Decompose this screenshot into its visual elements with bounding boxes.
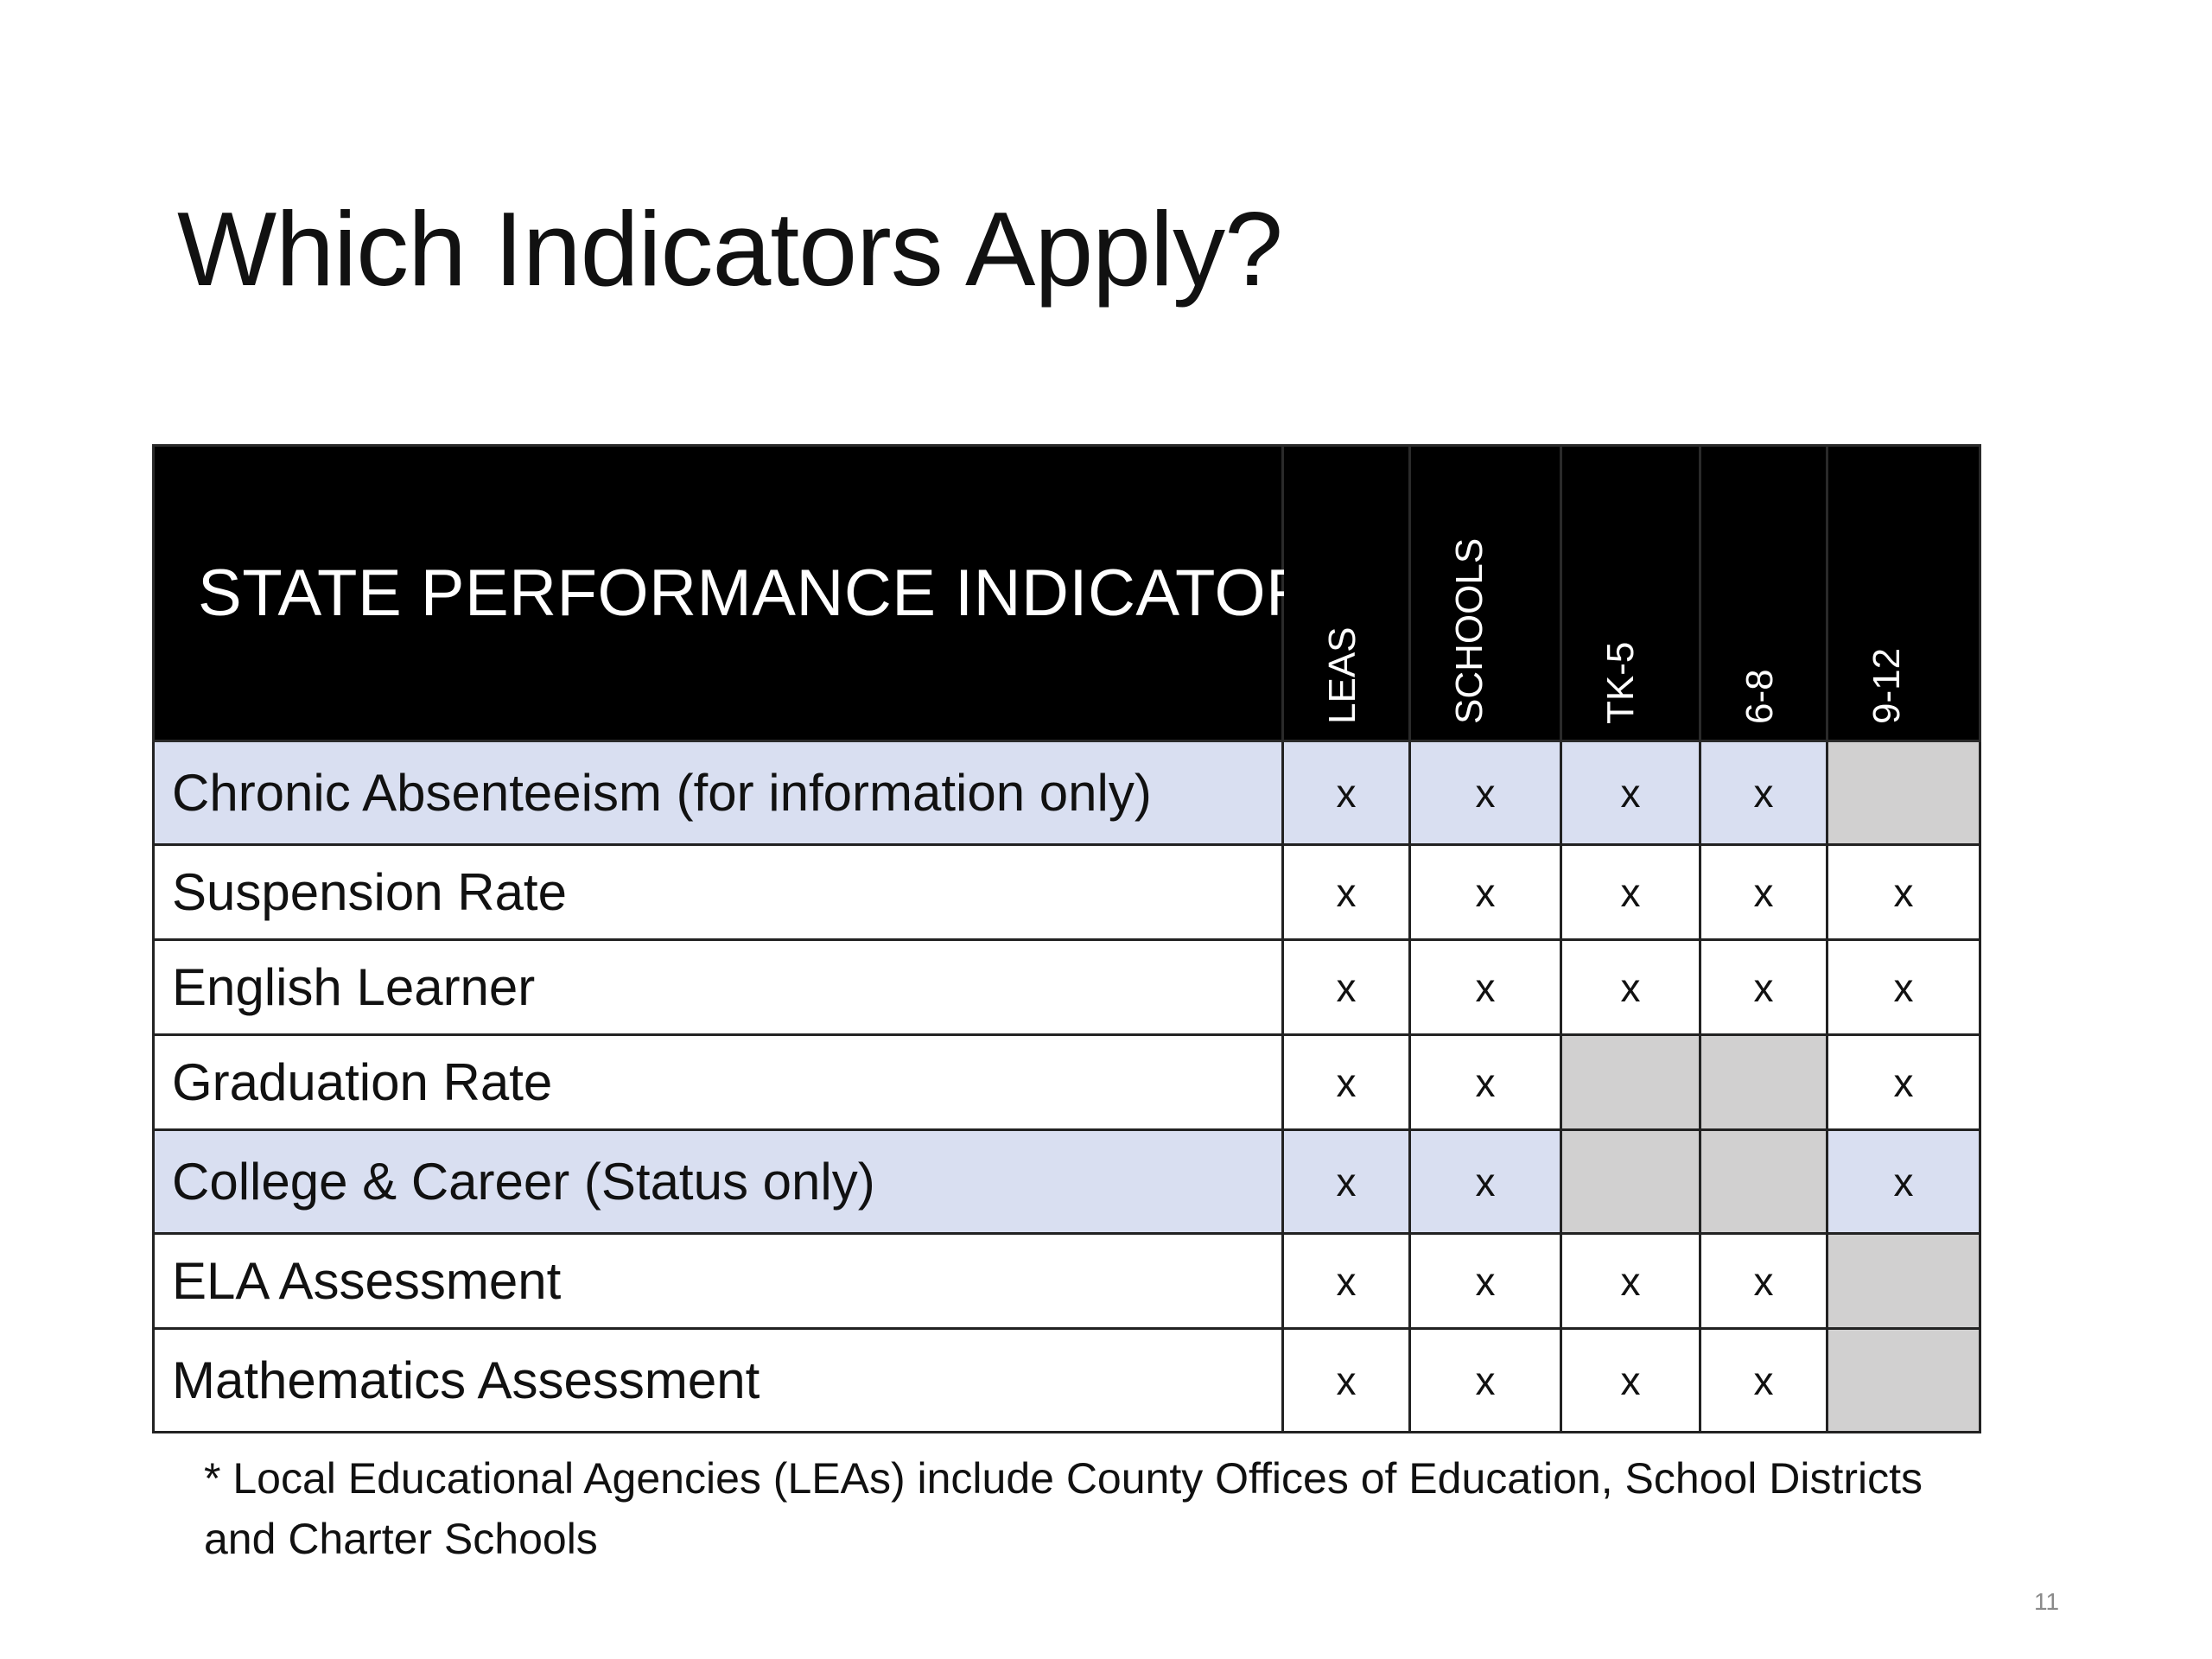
- indicator-name: Graduation Rate: [152, 1033, 1284, 1131]
- slide-title: Which Indicators Apply?: [177, 190, 1283, 308]
- applies-mark: x: [1826, 843, 1981, 941]
- applies-mark: x: [1408, 938, 1562, 1036]
- applies-mark: x: [1699, 1232, 1828, 1330]
- applies-mark: x: [1408, 1232, 1562, 1330]
- applies-mark: x: [1826, 1128, 1981, 1235]
- table-body: Chronic Absenteeism (for information onl…: [152, 740, 1981, 1433]
- applies-mark: x: [1560, 1232, 1701, 1330]
- indicators-table: STATE PERFORMANCE INDICATORS LEAS SCHOOL…: [152, 444, 1981, 1433]
- applies-mark: x: [1281, 740, 1411, 846]
- applies-mark: x: [1408, 1128, 1562, 1235]
- column-header-label: LEAS: [1321, 626, 1363, 724]
- table-row: Mathematics Assessment x x x x: [152, 1327, 1981, 1433]
- table-row: English Learner x x x x x: [152, 938, 1981, 1036]
- table-header-label: STATE PERFORMANCE INDICATORS: [152, 444, 1357, 742]
- not-applicable-cell: [1826, 740, 1981, 846]
- applies-mark: x: [1699, 1327, 1828, 1433]
- column-header-6-8: 6-8: [1699, 444, 1828, 742]
- not-applicable-cell: [1699, 1128, 1828, 1235]
- applies-mark: x: [1281, 843, 1411, 941]
- indicator-name: ELA Assessment: [152, 1232, 1284, 1330]
- applies-mark: x: [1281, 938, 1411, 1036]
- indicator-name: English Learner: [152, 938, 1284, 1036]
- applies-mark: x: [1281, 1327, 1411, 1433]
- column-header-tk-5: TK-5: [1560, 444, 1701, 742]
- column-header-leas: LEAS: [1281, 444, 1411, 742]
- not-applicable-cell: [1560, 1128, 1701, 1235]
- column-header-label: SCHOOLS: [1448, 537, 1491, 724]
- column-header-9-12: 9-12: [1826, 444, 1981, 742]
- applies-mark: x: [1560, 1327, 1701, 1433]
- table-row: ELA Assessment x x x x: [152, 1232, 1981, 1330]
- applies-mark: x: [1699, 740, 1828, 846]
- table-row: Chronic Absenteeism (for information onl…: [152, 740, 1981, 846]
- indicator-name: Suspension Rate: [152, 843, 1284, 941]
- applies-mark: x: [1826, 1033, 1981, 1131]
- indicator-name: Chronic Absenteeism (for information onl…: [152, 740, 1284, 846]
- applies-mark: x: [1408, 843, 1562, 941]
- applies-mark: x: [1281, 1128, 1411, 1235]
- applies-mark: x: [1699, 938, 1828, 1036]
- indicator-name: College & Career (Status only): [152, 1128, 1284, 1235]
- indicator-name: Mathematics Assessment: [152, 1327, 1284, 1433]
- table-row: Graduation Rate x x x: [152, 1033, 1981, 1131]
- table-header-row: STATE PERFORMANCE INDICATORS LEAS SCHOOL…: [152, 444, 1981, 742]
- column-header-label: TK-5: [1599, 641, 1642, 724]
- applies-mark: x: [1281, 1033, 1411, 1131]
- column-header-label: 6-8: [1738, 669, 1781, 724]
- not-applicable-cell: [1699, 1033, 1828, 1131]
- applies-mark: x: [1408, 740, 1562, 846]
- applies-mark: x: [1281, 1232, 1411, 1330]
- applies-mark: x: [1560, 740, 1701, 846]
- column-header-schools: SCHOOLS: [1408, 444, 1562, 742]
- applies-mark: x: [1408, 1033, 1562, 1131]
- not-applicable-cell: [1826, 1327, 1981, 1433]
- applies-mark: x: [1560, 938, 1701, 1036]
- footnote: * Local Educational Agencies (LEAs) incl…: [204, 1454, 1923, 1563]
- applies-mark: x: [1560, 843, 1701, 941]
- applies-mark: x: [1826, 938, 1981, 1036]
- column-header-label: 9-12: [1866, 647, 1908, 724]
- not-applicable-cell: [1826, 1232, 1981, 1330]
- not-applicable-cell: [1560, 1033, 1701, 1131]
- table-row: College & Career (Status only) x x x: [152, 1128, 1981, 1235]
- applies-mark: x: [1408, 1327, 1562, 1433]
- page-number: 11: [2034, 1588, 2060, 1615]
- applies-mark: x: [1699, 843, 1828, 941]
- table-row: Suspension Rate x x x x x: [152, 843, 1981, 941]
